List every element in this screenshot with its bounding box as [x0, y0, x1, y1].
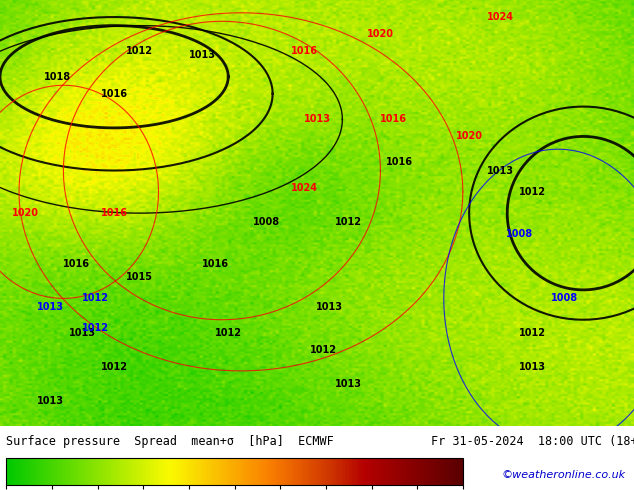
- Text: ©weatheronline.co.uk: ©weatheronline.co.uk: [501, 470, 625, 480]
- Text: 1008: 1008: [551, 294, 578, 303]
- Text: 1020: 1020: [12, 208, 39, 218]
- Text: 1015: 1015: [126, 272, 153, 282]
- Text: 1013: 1013: [37, 302, 64, 312]
- Text: 1016: 1016: [101, 208, 127, 218]
- Text: 1012: 1012: [82, 323, 108, 333]
- Text: 1012: 1012: [101, 362, 127, 371]
- Text: 1013: 1013: [335, 379, 362, 389]
- Text: Fr 31-05-2024  18:00 UTC (18+120): Fr 31-05-2024 18:00 UTC (18+120): [431, 435, 634, 447]
- Text: 1018: 1018: [44, 72, 70, 82]
- Text: 1013: 1013: [519, 362, 546, 371]
- Text: 1016: 1016: [63, 259, 89, 270]
- Text: 1013: 1013: [37, 396, 64, 406]
- Text: 1012: 1012: [126, 46, 153, 56]
- Text: 1013: 1013: [304, 114, 330, 124]
- Text: 1013: 1013: [488, 166, 514, 175]
- Text: 1024: 1024: [291, 183, 318, 193]
- Text: 1012: 1012: [519, 187, 546, 197]
- Text: 1013: 1013: [69, 327, 96, 338]
- Text: 1016: 1016: [101, 89, 127, 99]
- Text: 1008: 1008: [253, 217, 280, 227]
- Text: 1016: 1016: [291, 46, 318, 56]
- Text: 1016: 1016: [202, 259, 229, 270]
- Text: 1013: 1013: [190, 50, 216, 60]
- Text: 1016: 1016: [380, 114, 406, 124]
- Text: 1024: 1024: [488, 12, 514, 22]
- Text: 1020: 1020: [456, 131, 482, 142]
- Text: 1012: 1012: [310, 344, 337, 355]
- Text: 1012: 1012: [215, 327, 242, 338]
- Text: 1020: 1020: [367, 29, 394, 39]
- Text: 1008: 1008: [507, 229, 533, 240]
- Text: 1013: 1013: [316, 302, 343, 312]
- Text: 1016: 1016: [386, 157, 413, 167]
- Text: 1012: 1012: [335, 217, 362, 227]
- Text: 1012: 1012: [519, 327, 546, 338]
- Text: Surface pressure  Spread  mean+σ  [hPa]  ECMWF: Surface pressure Spread mean+σ [hPa] ECM…: [6, 435, 334, 447]
- Text: 1012: 1012: [82, 294, 108, 303]
